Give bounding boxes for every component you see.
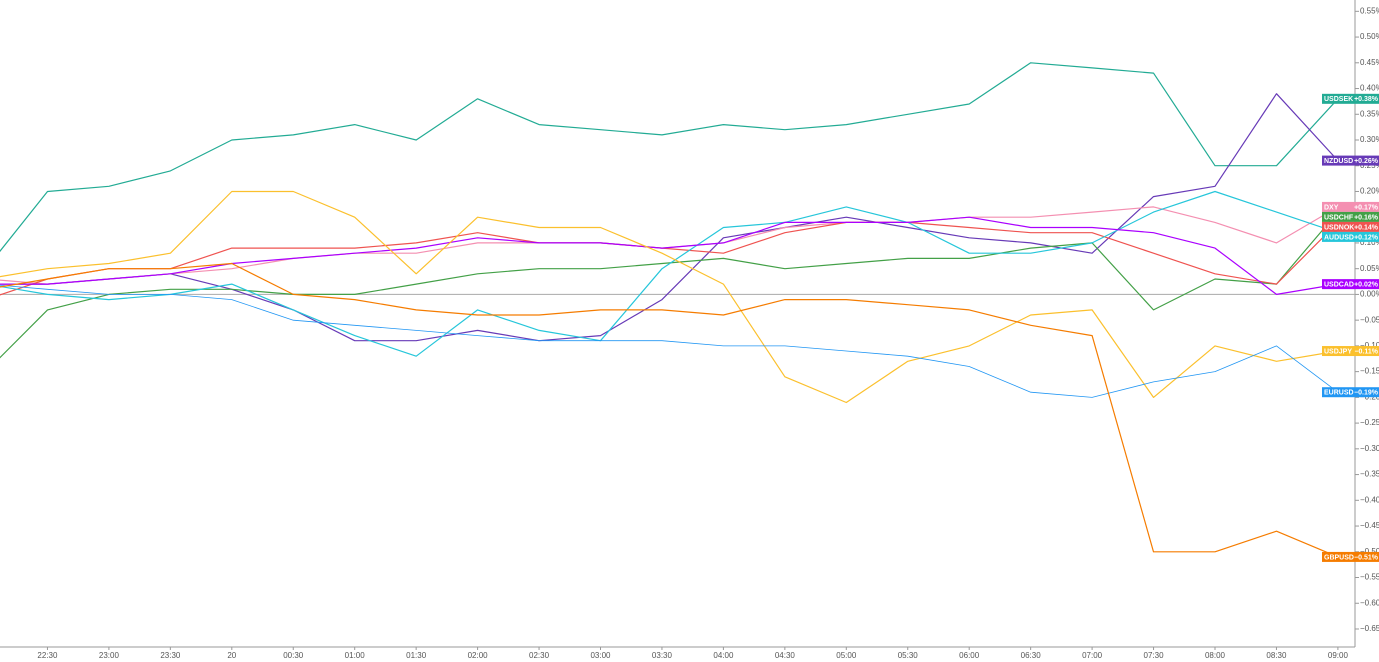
x-tick-label: 07:30 [1144, 651, 1165, 660]
series-line [0, 93, 1339, 342]
y-tick-label: −0.50% [1360, 547, 1379, 556]
y-tick-label: 0.20% [1360, 187, 1379, 196]
x-tick-label: 20 [227, 651, 236, 660]
end-label: USDSEK +0.38% [1322, 93, 1379, 104]
x-tick-label: 07:00 [1082, 651, 1103, 660]
end-label: USDJPY −0.11% [1322, 346, 1379, 357]
end-label-box [1322, 201, 1379, 212]
end-label-value: −0.51% [1354, 554, 1379, 561]
y-tick-label: 0.40% [1360, 84, 1379, 93]
end-label: EURUSD −0.19% [1322, 387, 1379, 398]
y-tick-label: −0.15% [1360, 367, 1379, 376]
end-label-value: −0.11% [1354, 348, 1378, 355]
series-line [0, 206, 1339, 285]
end-label-name: GBPUSD [1324, 554, 1354, 561]
end-label-name: EURUSD [1324, 390, 1354, 397]
y-tick-label: −0.05% [1360, 315, 1379, 324]
x-tick-label: 03:00 [590, 651, 611, 660]
series-line [0, 62, 1339, 253]
y-tick-label: −0.45% [1360, 521, 1379, 530]
end-label-name: USDCHF [1324, 214, 1354, 221]
end-label-value: +0.16% [1354, 214, 1379, 221]
x-tick-label: 06:00 [959, 651, 980, 660]
end-label-name: AUDUSD [1324, 234, 1354, 241]
end-label: AUDUSD +0.12% [1322, 231, 1379, 242]
x-tick-label: 01:00 [345, 651, 366, 660]
end-label-value: +0.38% [1354, 96, 1379, 103]
end-label-box [1322, 93, 1379, 104]
x-tick-label: 03:30 [652, 651, 673, 660]
y-tick-label: 0.10% [1360, 238, 1379, 247]
x-tick-label: 23:30 [160, 651, 181, 660]
end-label-value: +0.12% [1354, 234, 1379, 241]
end-label-box [1322, 231, 1379, 242]
end-label: NZDUSD +0.26% [1322, 155, 1379, 166]
end-label-box [1322, 221, 1379, 232]
end-label-box [1322, 279, 1379, 290]
end-label-value: +0.17% [1354, 204, 1379, 211]
x-tick-label: 08:30 [1266, 651, 1287, 660]
series-line [0, 216, 1338, 295]
x-tick-label: 08:00 [1205, 651, 1226, 660]
x-tick-label: 02:00 [468, 651, 489, 660]
end-label-value: −0.19% [1354, 390, 1379, 397]
y-tick-label: −0.65% [1360, 624, 1379, 633]
end-label: USDCHF +0.16% [1322, 211, 1379, 222]
x-tick-label: 09:00 [1328, 651, 1349, 660]
end-label-box [1322, 155, 1379, 166]
end-label-name: USDCAD [1324, 281, 1354, 288]
end-label-box [1322, 211, 1379, 222]
series-line [0, 190, 1338, 404]
y-tick-label: −0.40% [1360, 495, 1379, 504]
series-line [0, 211, 1339, 359]
y-tick-label: −0.25% [1360, 418, 1379, 427]
y-tick-label: 0.55% [1360, 6, 1379, 15]
series-line [0, 190, 1339, 357]
end-label-value: +0.14% [1354, 224, 1379, 231]
y-tick-label: −0.10% [1360, 341, 1379, 350]
end-label: USDNOK +0.14% [1322, 221, 1379, 232]
x-tick-label: 05:00 [836, 651, 857, 660]
end-label: DXY +0.17% [1322, 201, 1379, 212]
y-tick-label: −0.35% [1360, 470, 1379, 479]
end-label-name: USDSEK [1324, 96, 1353, 103]
end-label-box [1322, 346, 1379, 357]
x-tick-label: 04:00 [713, 651, 734, 660]
y-tick-label: −0.30% [1360, 444, 1379, 453]
x-tick-label: 00:30 [283, 651, 304, 660]
y-tick-label: 0.45% [1360, 58, 1379, 67]
end-label-box [1322, 387, 1379, 398]
y-tick-label: 0.05% [1360, 264, 1379, 273]
end-label-name: USDJPY [1324, 348, 1352, 355]
y-tick-label: −0.55% [1360, 573, 1379, 582]
end-label: USDCAD +0.02% [1322, 279, 1379, 290]
x-tick-label: 06:30 [1021, 651, 1042, 660]
x-tick-label: 02:30 [529, 651, 550, 660]
end-label-box [1322, 551, 1379, 562]
x-tick-label: 23:00 [99, 651, 120, 660]
end-label-name: NZDUSD [1324, 158, 1353, 165]
end-label: GBPUSD −0.51% [1322, 551, 1379, 562]
end-label-name: USDNOK [1324, 224, 1354, 231]
series-line [0, 262, 1339, 558]
y-tick-label: −0.60% [1360, 598, 1379, 607]
end-label-value: +0.02% [1354, 281, 1379, 288]
y-tick-label: 0.50% [1360, 32, 1379, 41]
series-line [0, 284, 1339, 398]
x-tick-label: 01:30 [406, 651, 427, 660]
y-tick-label: 0.30% [1360, 135, 1379, 144]
x-tick-label: 05:30 [898, 651, 919, 660]
x-tick-label: 22:30 [37, 651, 58, 660]
y-tick-label: 0.00% [1360, 290, 1379, 299]
series-line [0, 221, 1339, 296]
y-tick-label: 0.35% [1360, 109, 1379, 118]
x-tick-label: 04:30 [775, 651, 796, 660]
plot-area [0, 62, 1355, 558]
end-label-name: DXY [1324, 204, 1339, 211]
end-label-value: +0.26% [1354, 158, 1379, 165]
